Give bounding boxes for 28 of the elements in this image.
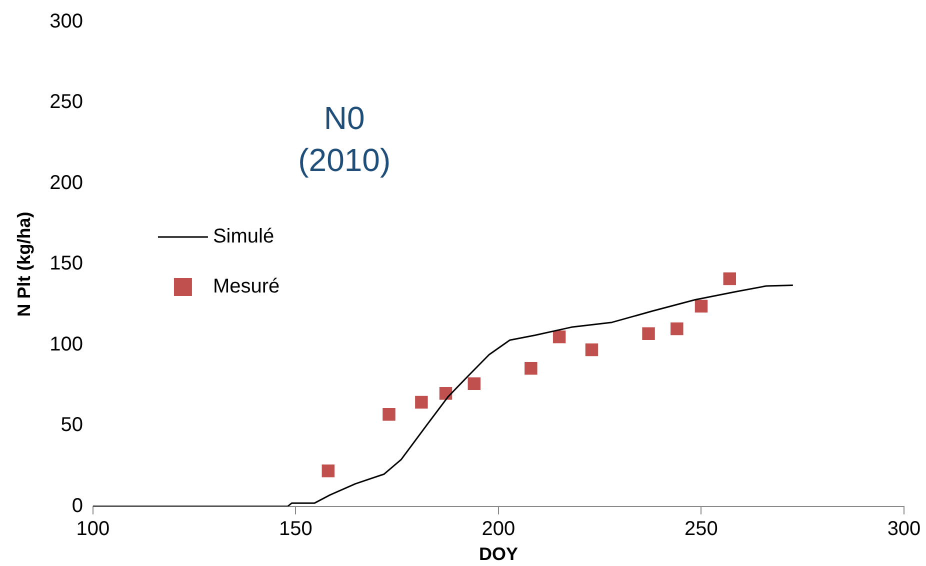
legend-label: Mesuré <box>212 276 280 298</box>
y-tick-label: 100 <box>50 333 83 356</box>
x-tick-label: 200 <box>482 518 516 540</box>
y-tick-label: 50 <box>60 414 83 436</box>
legend-label: Simulé <box>212 226 274 248</box>
y-tick-label: 200 <box>50 172 83 194</box>
x-tick-label: 250 <box>684 518 718 540</box>
point <box>642 327 655 340</box>
annotation: N0 (2010) <box>298 100 391 178</box>
y-tick-label: 150 <box>50 252 83 275</box>
point <box>723 272 736 286</box>
x-tick-label: 100 <box>76 518 110 540</box>
point <box>552 330 566 344</box>
point <box>585 343 598 356</box>
y-tick-label: 300 <box>50 10 83 33</box>
point <box>670 322 684 336</box>
y-tick-label: 250 <box>50 91 83 114</box>
point <box>382 408 396 421</box>
y-tick-label: 0 <box>72 494 83 517</box>
point <box>415 396 428 409</box>
y-axis-title: N Plt (kg/ha) <box>14 212 34 317</box>
point <box>322 464 335 478</box>
point <box>694 300 708 313</box>
x-axis-title: DOY <box>478 544 518 564</box>
point <box>524 362 538 375</box>
point <box>468 377 481 390</box>
x-tick-label: 150 <box>279 518 312 540</box>
x-tick-label: 300 <box>887 518 921 540</box>
